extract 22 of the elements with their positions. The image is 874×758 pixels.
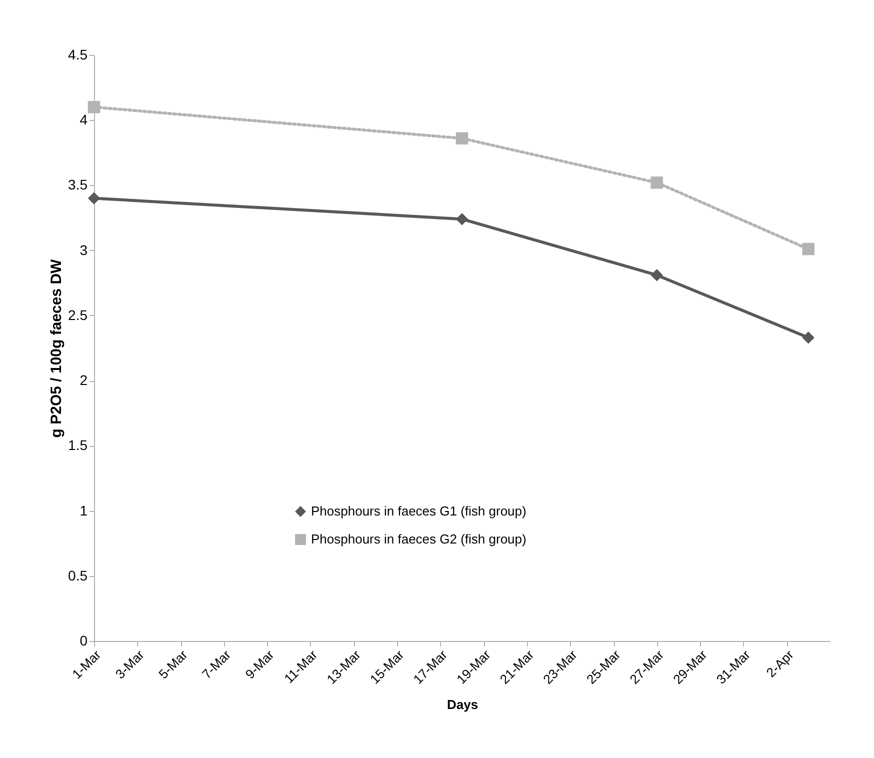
legend-label: Phosphours in faeces G2 (fish group) bbox=[311, 532, 526, 546]
point bbox=[456, 212, 468, 226]
point bbox=[802, 242, 814, 256]
y-tick-label: 2 bbox=[80, 372, 88, 388]
y-tick-label: 4.5 bbox=[68, 46, 88, 62]
y-tick-label: 0 bbox=[80, 632, 88, 648]
y-tick-label: 1 bbox=[80, 502, 88, 518]
point bbox=[802, 331, 814, 344]
point bbox=[650, 268, 663, 282]
y-tick-label: 1.5 bbox=[68, 437, 88, 454]
point bbox=[456, 132, 468, 144]
x-axis-title: Days bbox=[446, 696, 478, 712]
legend-label: Phosphours in faeces G1 (fish group) bbox=[311, 504, 526, 518]
y-tick-label: 3.5 bbox=[68, 176, 88, 193]
y-tick-label: 2.5 bbox=[68, 306, 88, 323]
point bbox=[650, 176, 663, 189]
y-tick-label: 3 bbox=[80, 242, 88, 258]
y-axis-title: g P2O5 / 100g faeces DW bbox=[48, 258, 66, 438]
point bbox=[88, 100, 100, 114]
y-tick-label: 4 bbox=[80, 112, 88, 128]
y-tick-label: 0.5 bbox=[68, 567, 88, 584]
point bbox=[88, 192, 100, 204]
